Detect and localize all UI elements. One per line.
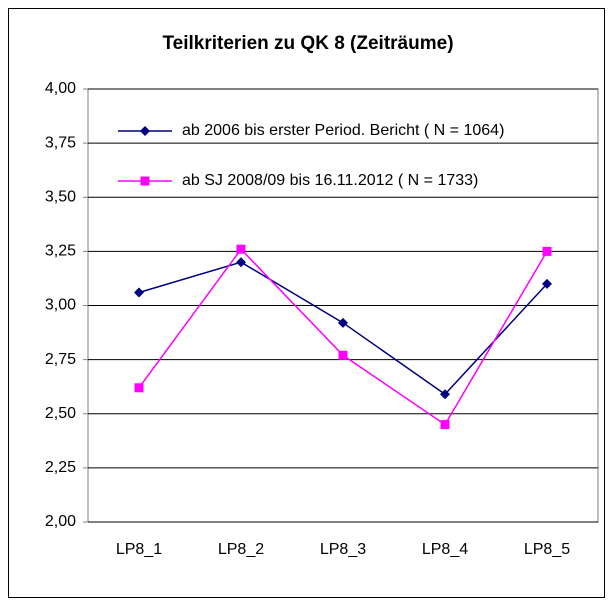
- marker: [542, 246, 552, 256]
- marker: [338, 350, 348, 360]
- x-tick-label: LP8_4: [422, 541, 468, 558]
- x-tick-label: LP8_5: [524, 541, 570, 558]
- y-tick-label: 4,00: [45, 80, 76, 97]
- marker: [542, 278, 552, 289]
- marker: [338, 317, 348, 328]
- chart-title: Teilkriterien zu QK 8 (Zeiträume): [162, 33, 453, 54]
- y-tick-label: 2,00: [45, 513, 76, 530]
- y-tick-label: 3,50: [45, 188, 76, 205]
- marker: [440, 389, 450, 400]
- legend-label: ab SJ 2008/09 bis 16.11.2012 ( N = 1733): [182, 172, 478, 189]
- x-tick-label: LP8_2: [218, 541, 264, 558]
- x-tick-label: LP8_1: [116, 541, 162, 558]
- marker: [140, 176, 150, 186]
- y-tick-label: 3,00: [45, 297, 76, 314]
- y-tick-label: 2,25: [45, 459, 76, 476]
- y-tick-label: 3,75: [45, 134, 76, 151]
- x-tick-label: LP8_3: [320, 541, 366, 558]
- marker: [134, 287, 144, 298]
- marker: [236, 257, 246, 268]
- marker: [440, 420, 450, 430]
- marker: [134, 383, 144, 393]
- marker: [140, 126, 150, 136]
- y-tick-label: 2,75: [45, 351, 76, 368]
- y-tick-label: 3,25: [45, 243, 76, 260]
- marker: [236, 244, 246, 254]
- y-tick-label: 2,50: [45, 405, 76, 422]
- legend-label: ab 2006 bis erster Period. Bericht ( N =…: [182, 122, 504, 139]
